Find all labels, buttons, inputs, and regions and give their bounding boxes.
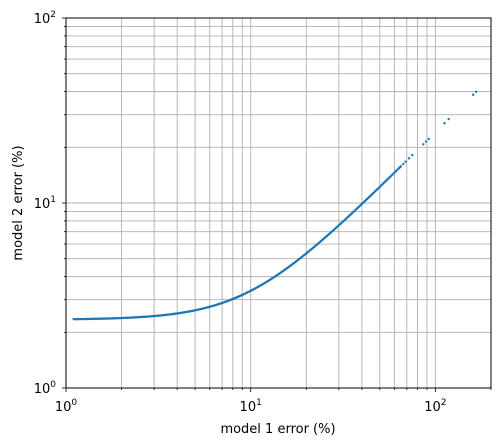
data-point [427,137,430,141]
data-point [402,162,405,166]
x-tick-label: 100 [55,398,78,415]
tick-labels: 100 101 102 100 101 102 [34,10,447,415]
y-tick-label: 101 [34,195,56,212]
x-axis-label: model 1 error (%) [220,422,335,437]
data-point [447,117,450,121]
data-point [443,122,446,125]
y-tick-label: 102 [34,10,56,27]
x-tick-label: 101 [240,398,262,415]
x-tick-label: 102 [424,398,446,415]
y-axis-label: model 2 error (%) [11,145,26,260]
data-point [404,160,407,163]
data-point [474,90,478,94]
y-tick-label: 100 [34,380,57,397]
grid-lines [65,18,492,389]
data-point [422,143,425,146]
data-point [471,93,475,96]
data-point [411,153,414,157]
data-point [424,140,428,143]
data-point [407,157,411,160]
data-point [399,165,403,168]
tick-marks [62,17,492,392]
data-points [72,90,478,321]
